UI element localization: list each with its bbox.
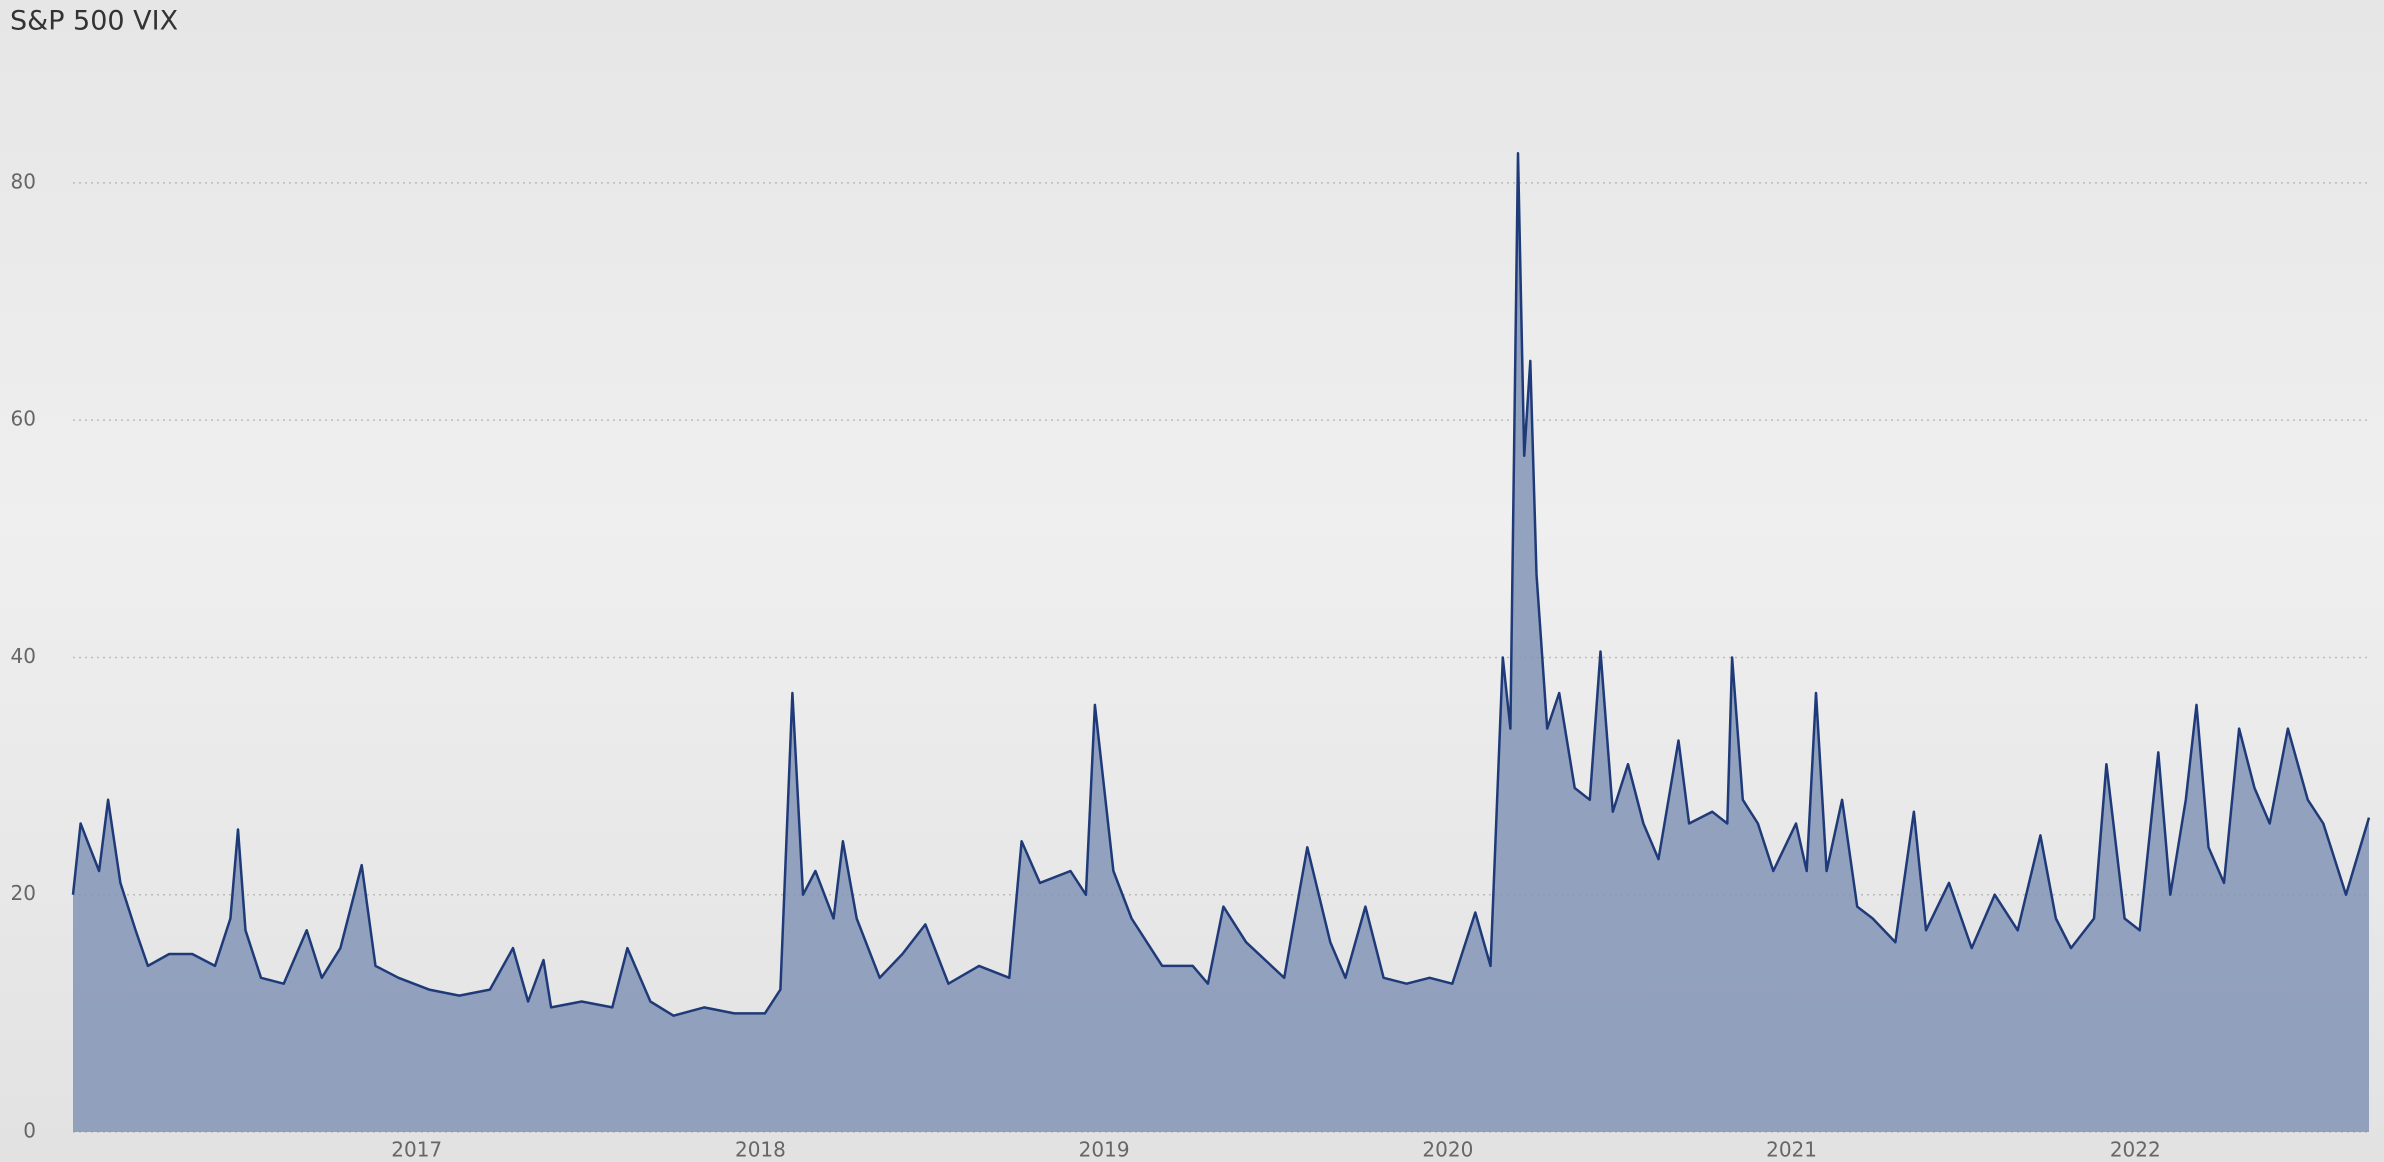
- chart: S&P 500 VIX 0 20 40 60 80 2017 2018 2019 2020 202…: [0, 0, 2384, 1162]
- x-tick-label: 2017: [391, 1138, 442, 1162]
- x-tick-label: 2021: [1766, 1138, 1817, 1162]
- y-tick-label: 40: [11, 644, 36, 668]
- x-tick-label: 2020: [1422, 1138, 1473, 1162]
- chart-title: S&P 500 VIX: [10, 6, 178, 37]
- y-tick-label: 80: [11, 169, 36, 193]
- x-tick-label: 2018: [735, 1138, 786, 1162]
- line: [73, 153, 2369, 1015]
- page: S&P 500 VIX 0 20 40 60 80 2017 2018 2019 2020 202…: [0, 0, 2384, 1162]
- y-tick-label: 0: [23, 1119, 36, 1143]
- x-tick-label: 2019: [1079, 1138, 1130, 1162]
- y-tick-label: 20: [11, 881, 36, 905]
- x-tick-label: 2022: [2110, 1138, 2161, 1162]
- y-tick-label: 60: [11, 407, 36, 431]
